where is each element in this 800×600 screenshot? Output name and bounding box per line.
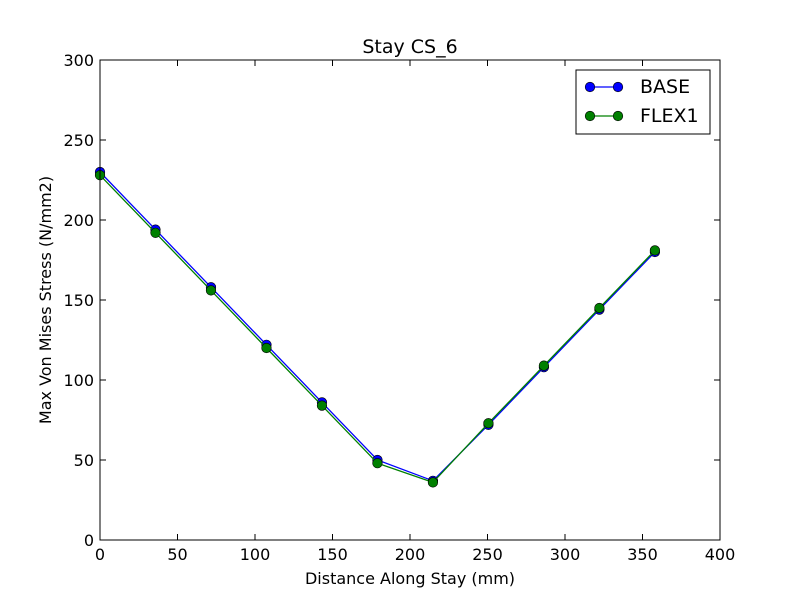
x-tick-label: 350 bbox=[627, 545, 658, 564]
data-point-flex1 bbox=[538, 360, 550, 371]
y-tick-label: 50 bbox=[74, 451, 94, 470]
y-tick-label: 150 bbox=[63, 291, 94, 310]
chart-title: Stay CS_6 bbox=[362, 36, 457, 58]
y-tick-label: 100 bbox=[63, 371, 94, 390]
x-tick-label: 300 bbox=[550, 545, 581, 564]
x-tick-label: 50 bbox=[167, 545, 187, 564]
legend-marker-flex1 bbox=[612, 110, 624, 122]
data-point-flex1 bbox=[649, 245, 661, 256]
x-axis-title: Distance Along Stay (mm) bbox=[305, 569, 515, 588]
x-tick-label: 400 bbox=[705, 545, 736, 564]
legend-box bbox=[575, 69, 711, 135]
data-point-flex1 bbox=[261, 342, 272, 354]
y-tick-label: 200 bbox=[63, 211, 94, 230]
legend-marker-base bbox=[612, 81, 624, 93]
data-point-flex1 bbox=[483, 418, 494, 429]
data-point-flex1 bbox=[316, 400, 328, 411]
legend-marker-base bbox=[584, 81, 596, 93]
data-point-flex1 bbox=[594, 302, 605, 314]
plot-frame bbox=[99, 59, 721, 541]
data-point-flex1 bbox=[150, 227, 161, 238]
legend: BASE FLEX1 bbox=[575, 69, 711, 135]
x-tick-label: 150 bbox=[317, 545, 348, 564]
y-tick-label: 0 bbox=[84, 531, 94, 550]
y-axis-title: Max Von Mises Stress (N/mm2) bbox=[36, 176, 55, 424]
axis-ticks: 0 50 100 150 200 250 300 350 400 0 50 100 150 200 250 3… bbox=[63, 51, 735, 564]
legend-label-flex1: FLEX1 bbox=[640, 105, 699, 127]
data-point-flex1 bbox=[372, 458, 383, 469]
legend-label-base: BASE bbox=[640, 76, 690, 98]
y-tick-label: 250 bbox=[63, 131, 94, 150]
legend-marker-flex1 bbox=[584, 110, 596, 122]
x-tick-label: 0 bbox=[95, 545, 105, 564]
x-tick-label: 100 bbox=[240, 545, 271, 564]
x-tick-label: 200 bbox=[395, 545, 426, 564]
data-point-flex1 bbox=[427, 477, 439, 488]
x-tick-label: 250 bbox=[472, 545, 503, 564]
y-tick-label: 300 bbox=[63, 51, 94, 70]
data-point-flex1 bbox=[205, 285, 217, 296]
series-flex1 bbox=[94, 170, 661, 488]
